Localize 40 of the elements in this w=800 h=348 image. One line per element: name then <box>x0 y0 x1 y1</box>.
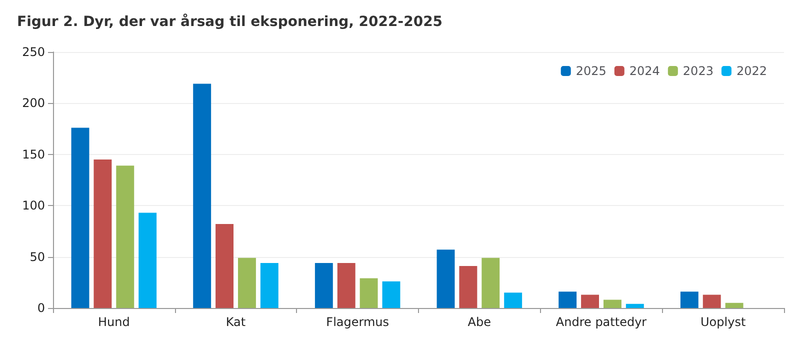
bar <box>558 292 577 308</box>
bar <box>603 300 622 308</box>
x-tick-label: Andre pattedyr <box>556 315 647 329</box>
bar <box>216 224 234 308</box>
bar <box>138 212 157 308</box>
legend-label: 2023 <box>682 64 714 78</box>
bar <box>94 160 112 308</box>
y-tick-label: 250 <box>22 45 45 59</box>
bar <box>314 262 333 308</box>
bar <box>725 302 744 308</box>
bar <box>626 304 644 308</box>
y-tick-label: 150 <box>22 147 45 162</box>
x-tick-label: Flagermus <box>326 315 390 329</box>
chart-title: Figur 2. Dyr, der var årsag til eksponering, 2022-2025 <box>17 13 443 30</box>
legend-label: 2025 <box>576 64 606 78</box>
bar <box>337 262 356 308</box>
bar <box>116 166 134 308</box>
bar <box>382 281 400 308</box>
bar <box>193 84 212 308</box>
x-tick-label: Uoplyst <box>700 315 746 329</box>
y-tick-label: 200 <box>22 96 45 110</box>
y-tick-label: 100 <box>22 198 45 213</box>
bar <box>436 250 455 308</box>
bar <box>680 292 698 308</box>
x-tick-label: Kat <box>226 315 246 329</box>
bar <box>360 278 378 308</box>
legend-label: 2024 <box>629 64 660 78</box>
bar <box>482 258 500 308</box>
bar <box>702 294 721 308</box>
legend-label: 2022 <box>736 64 768 78</box>
bar <box>459 266 478 308</box>
bar <box>504 292 522 308</box>
x-tick-label: Hund <box>98 315 130 329</box>
bar <box>260 262 278 308</box>
bar <box>71 128 90 308</box>
y-tick-label: 0 <box>37 301 45 315</box>
bar <box>581 294 600 308</box>
y-tick-label: 50 <box>30 250 45 264</box>
bar <box>238 258 256 308</box>
x-tick-label: Abe <box>468 315 492 329</box>
